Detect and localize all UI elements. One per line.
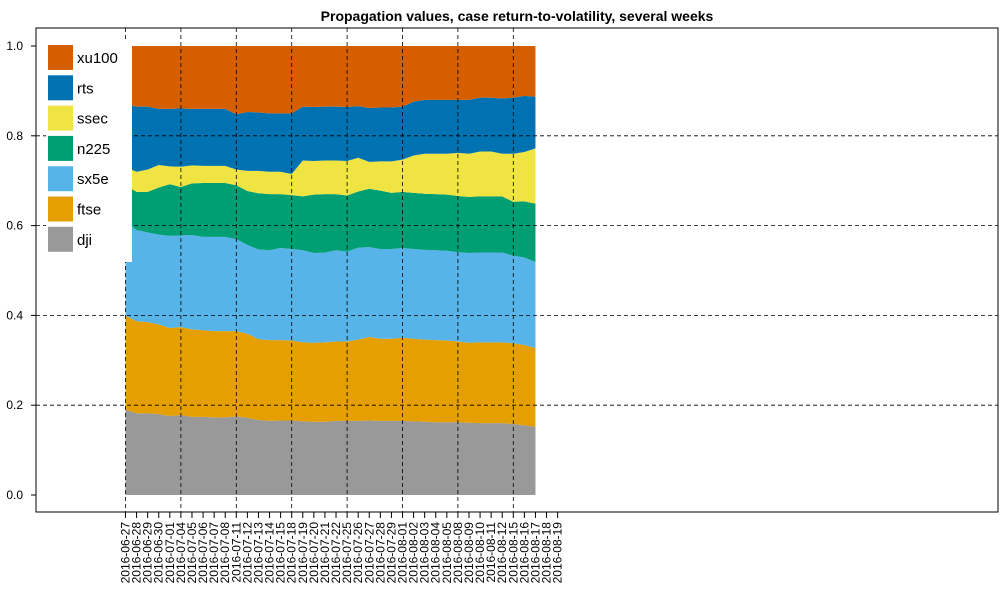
area-layers [125,46,536,495]
x-tick-label: 2016-08-12 [495,522,509,584]
x-tick-label: 2016-07-06 [196,522,210,584]
y-tick-label: 0.4 [6,308,23,322]
x-tick-label: 2016-07-07 [207,522,221,584]
area-xu100 [125,46,536,115]
legend-label-ssec: ssec [77,111,108,128]
y-tick-label: 0.8 [6,129,23,143]
x-tick-label: 2016-07-15 [274,522,288,584]
area-ftse [125,315,536,427]
x-tick-label: 2016-07-01 [163,522,177,584]
x-tick-label: 2016-07-18 [285,522,299,584]
x-tick-label: 2016-07-19 [296,522,310,584]
x-tick-label: 2016-08-16 [517,522,531,584]
legend: xu100 rts ssec n225 sx5e ftse dji [46,40,132,262]
y-axis: 0.0 0.2 0.4 0.6 0.8 1.0 [6,39,36,502]
x-tick-label: 2016-08-02 [407,522,421,584]
legend-swatch-xu100 [48,45,73,70]
x-tick-label: 2016-08-18 [540,522,554,584]
x-axis: 2016-06-272016-06-282016-06-292016-06-30… [119,512,565,583]
x-tick-label: 2016-06-29 [141,522,155,584]
y-tick-label: 0.6 [6,219,23,233]
legend-swatch-rts [48,75,73,101]
legend-label-xu100: xu100 [77,50,118,67]
x-tick-label: 2016-07-12 [240,522,254,584]
plot-frame [35,27,999,513]
x-tick-label: 2016-07-04 [174,522,188,584]
x-tick-label: 2016-07-22 [329,522,343,584]
x-tick-label: 2016-08-01 [396,522,410,584]
x-tick-label: 2016-08-17 [528,522,542,584]
x-tick-label: 2016-08-09 [462,522,476,584]
legend-swatch-ssec [48,105,73,131]
area-ssec [125,148,536,204]
legend-swatch-sx5e [48,166,73,192]
x-tick-label: 2016-08-10 [473,522,487,584]
x-tick-label: 2016-08-04 [429,522,443,584]
legend-label-sx5e: sx5e [77,171,109,188]
x-tick-label: 2016-07-14 [263,522,277,584]
x-tick-label: 2016-08-05 [440,522,454,584]
area-rts [125,95,536,174]
y-tick-label: 0.2 [6,398,23,412]
x-tick-label: 2016-07-25 [340,522,354,584]
x-tick-label: 2016-07-27 [362,522,376,584]
x-tick-label: 2016-07-13 [251,522,265,584]
x-tick-label: 2016-07-26 [351,522,365,584]
y-tick-label: 1.0 [6,39,23,53]
legend-label-dji: dji [77,232,92,249]
area-sx5e [125,221,536,349]
x-tick-label: 2016-07-08 [218,522,232,584]
x-tick-label: 2016-08-19 [551,522,565,584]
legend-swatch-ftse [48,196,73,222]
x-tick-label: 2016-06-30 [152,522,166,584]
x-tick-label: 2016-06-27 [119,522,133,584]
x-tick-label: 2016-08-03 [418,522,432,584]
area-n225 [125,182,536,262]
x-tick-label: 2016-07-11 [229,522,243,583]
legend-swatch-dji [48,226,73,252]
legend-label-rts: rts [77,80,94,97]
x-tick-label: 2016-07-28 [373,522,387,584]
legend-swatch-n225 [48,135,73,161]
y-tick-label: 0.0 [6,488,23,502]
area-dji [125,409,536,495]
chart-title: Propagation values, case return-to-volat… [321,8,714,24]
x-tick-label: 2016-08-15 [506,522,520,584]
x-tick-label: 2016-06-28 [130,522,144,584]
x-tick-label: 2016-08-08 [451,522,465,584]
legend-label-n225: n225 [77,141,110,158]
legend-label-ftse: ftse [77,202,101,219]
grid-lines [36,28,998,512]
x-tick-label: 2016-07-29 [384,522,398,584]
x-tick-label: 2016-07-21 [318,522,332,584]
x-tick-label: 2016-08-11 [484,522,498,583]
x-tick-label: 2016-07-05 [185,522,199,584]
x-tick-label: 2016-07-20 [307,522,321,584]
